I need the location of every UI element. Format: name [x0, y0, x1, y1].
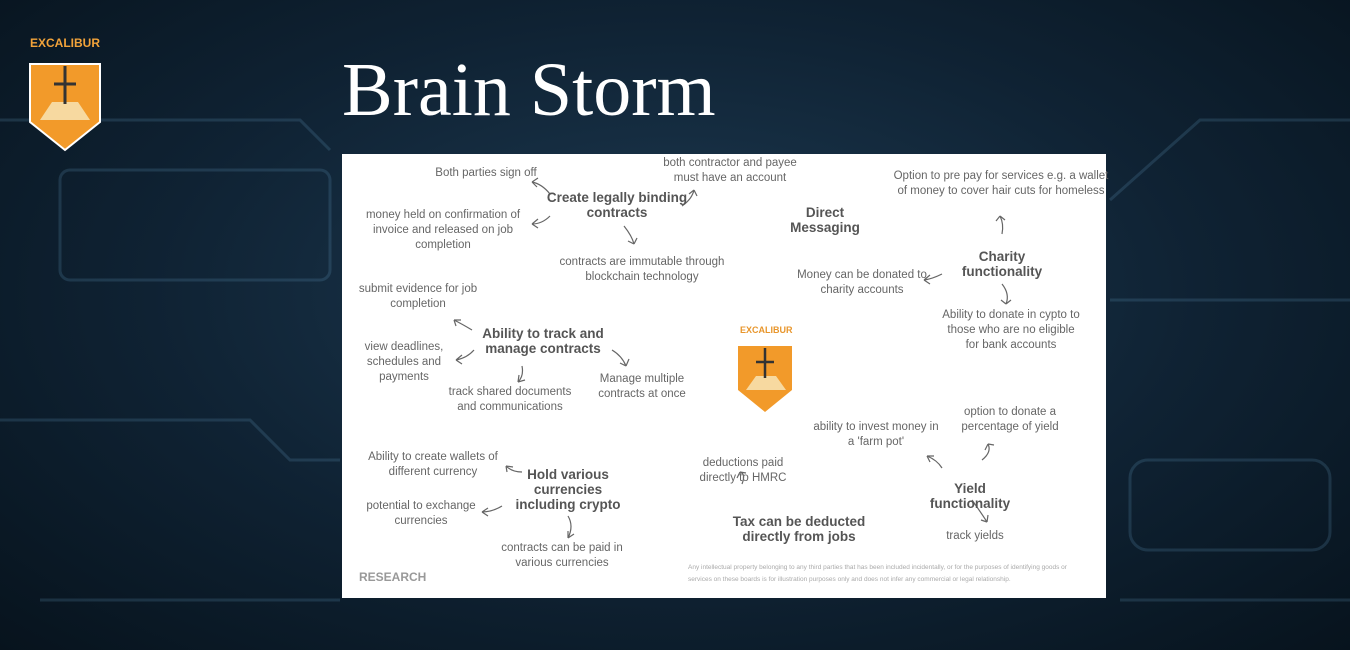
note: money held on confirmation of invoice an… — [365, 209, 521, 251]
note: track shared documents and communication… — [448, 386, 572, 413]
note: contracts can be paid in various currenc… — [501, 542, 623, 569]
note: Ability to donate in cypto to those who … — [942, 309, 1080, 351]
center-logo-text: EXCALIBUR — [740, 325, 793, 335]
note-heading: Hold various currencies including crypto — [515, 467, 621, 512]
note: view deadlines, schedules and payments — [364, 341, 444, 383]
disclaimer: Any intellectual property belonging to a… — [688, 564, 1067, 583]
note: submit evidence for job completion — [358, 283, 478, 310]
note: Manage multiple contracts at once — [598, 373, 686, 400]
note: Money can be donated to charity accounts — [797, 269, 927, 296]
note: Ability to create wallets of different c… — [368, 451, 498, 478]
arrows — [453, 177, 1012, 539]
note: contracts are immutable through blockcha… — [559, 256, 725, 283]
logo-text: EXCALIBUR — [30, 36, 101, 50]
note-heading: Charity functionality — [961, 249, 1043, 279]
title: Brain Storm — [342, 48, 716, 132]
note: Option to pre pay for services e.g. a wa… — [893, 170, 1109, 197]
note: option to donate a percentage of yield — [961, 406, 1059, 433]
footer-label: RESEARCH — [359, 570, 427, 584]
note: ability to invest money in a 'farm pot' — [813, 421, 939, 448]
note-heading: Direct Messaging — [790, 205, 860, 235]
note-heading: Yield functionality — [929, 481, 1011, 511]
note: track yields — [946, 530, 1004, 542]
note: Both parties sign off — [435, 167, 537, 179]
note-heading: Tax can be deducted directly from jobs — [732, 514, 866, 544]
note: both contractor and payee must have an a… — [663, 157, 797, 184]
note-heading: Create legally binding contracts — [546, 190, 688, 220]
logo — [29, 63, 101, 152]
note: deductions paid directly to HMRC — [699, 457, 787, 484]
brainstorm-board: Both parties sign off Create legally bin… — [342, 154, 1108, 598]
note-heading: Ability to track and manage contracts — [482, 326, 604, 356]
center-logo — [738, 346, 792, 412]
note: potential to exchange currencies — [366, 500, 476, 527]
